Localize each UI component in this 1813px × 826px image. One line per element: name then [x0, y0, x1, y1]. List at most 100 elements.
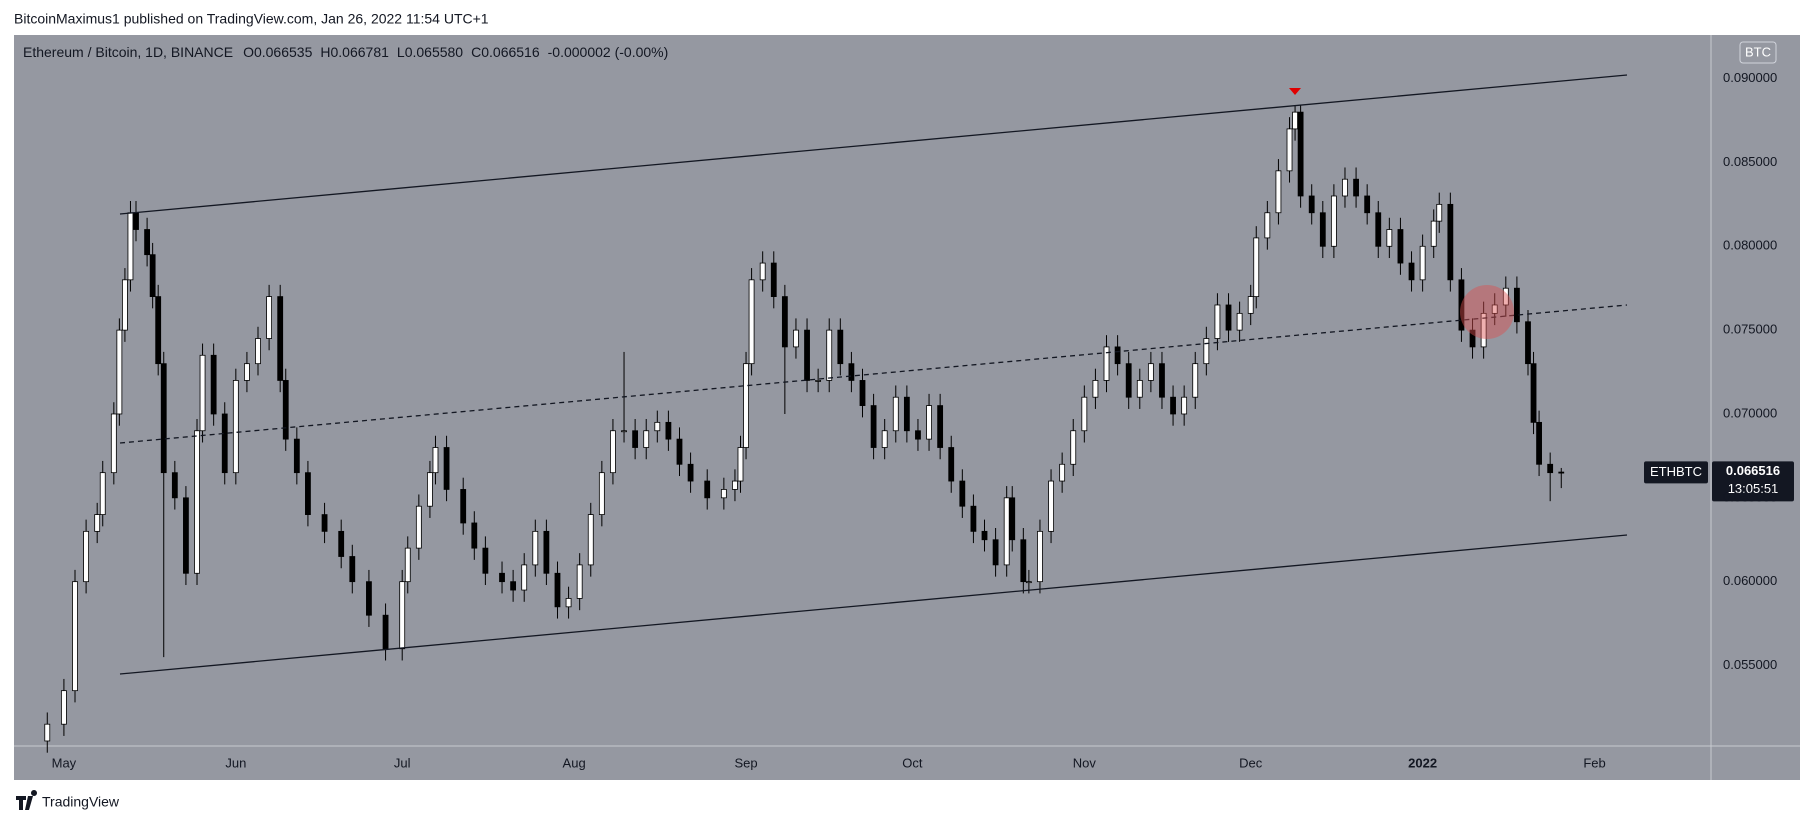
price-tag: ETHBTC 0.066516 13:05:51: [1644, 461, 1794, 502]
candle-body: [210, 354, 217, 415]
currency-button[interactable]: [1739, 41, 1777, 64]
candle-body: [232, 380, 239, 474]
brand: TradingView: [42, 794, 120, 810]
candle-body: [1419, 245, 1426, 281]
candle-body: [881, 430, 888, 448]
candle-body: [565, 598, 572, 608]
candle-body: [1408, 262, 1415, 281]
candle-body: [1264, 212, 1271, 239]
candle-body: [992, 539, 999, 566]
y-tick-label: 0.085000: [1723, 154, 1777, 169]
candle-body: [959, 480, 966, 507]
candle-body: [282, 380, 289, 440]
candle-body: [970, 505, 977, 532]
tag-symbol-box: [1644, 461, 1708, 484]
candle-body: [521, 564, 528, 591]
y-tick-label: 0.055000: [1723, 657, 1777, 672]
top-marker: [1289, 88, 1301, 95]
candle-body: [632, 430, 639, 448]
candle-body: [687, 463, 694, 482]
candle-body: [804, 329, 810, 381]
candle-body: [554, 572, 561, 608]
candle-body: [1192, 363, 1199, 398]
candle-body: [587, 514, 594, 566]
candle-body: [1092, 380, 1099, 398]
legend-key: L: [397, 44, 405, 60]
legend-key: C: [471, 44, 481, 60]
candle-body: [1375, 212, 1382, 247]
candle-body: [720, 489, 727, 499]
channel-mid: [119, 304, 1628, 444]
candle-body: [94, 514, 101, 532]
candle-body: [244, 363, 250, 381]
candle-body: [1397, 229, 1404, 264]
candle-body: [83, 530, 89, 583]
candle-body: [432, 447, 439, 474]
candle-body: [848, 363, 855, 381]
candle-body: [654, 421, 661, 432]
currency: BTC: [1745, 44, 1771, 59]
marks: [44, 105, 1565, 753]
candle-body: [837, 329, 844, 365]
brand-logo: [16, 790, 38, 810]
legend-value: 0.066535: [254, 44, 313, 60]
candle-body: [903, 396, 910, 432]
candle-body: [1236, 312, 1243, 331]
x-tick-label: 2022: [1408, 755, 1437, 770]
candle-body: [1558, 471, 1565, 474]
candle-body: [404, 547, 411, 583]
candle-body: [144, 229, 150, 256]
y-tick-label: 0.060000: [1723, 573, 1777, 588]
x-tick-label: Feb: [1583, 755, 1605, 770]
tag-symbol: ETHBTC: [1650, 464, 1702, 479]
candle-body: [1070, 430, 1077, 465]
candle-body: [610, 430, 616, 474]
candle-body: [1536, 421, 1542, 465]
candle-body: [1181, 396, 1188, 415]
candle-body: [482, 547, 489, 574]
candle-body: [1081, 396, 1088, 432]
candle-body: [194, 430, 200, 574]
candle-body: [382, 614, 389, 650]
candle-body: [1330, 195, 1337, 247]
candle-body: [676, 438, 683, 465]
candle-body: [1386, 229, 1393, 247]
candle-body: [1170, 396, 1176, 415]
candle-body: [1447, 203, 1454, 281]
candle-body: [737, 447, 744, 482]
candle-body: [149, 254, 156, 297]
candle-body: [1530, 363, 1537, 423]
candle-body: [1436, 203, 1443, 222]
candle-body: [1025, 581, 1032, 584]
candle-body: [1513, 287, 1520, 323]
candle-body: [1020, 539, 1027, 583]
candle-body: [255, 338, 261, 365]
candle-body: [443, 447, 450, 490]
candle-body: [1136, 380, 1143, 398]
x-tick-label: Nov: [1073, 755, 1097, 770]
candle-body: [981, 530, 988, 541]
tag-price: 0.066516: [1726, 463, 1780, 478]
candle-body: [1319, 212, 1326, 247]
tag-countdown: 13:05:51: [1728, 481, 1779, 496]
candle-body: [277, 296, 284, 381]
candle-body: [643, 430, 650, 448]
candle-body: [1059, 463, 1066, 482]
candle-body: [171, 472, 178, 499]
candle-body: [1147, 363, 1154, 381]
candle-body: [743, 363, 749, 448]
x-tick-label: Dec: [1239, 755, 1263, 770]
candle-body: [1114, 346, 1121, 365]
highlight-circle: [1460, 285, 1514, 339]
candle-body: [160, 363, 167, 474]
legend-change: -0.000002 (-0.00%): [548, 44, 669, 60]
y-tick-label: 0.090000: [1723, 70, 1777, 85]
candle-body: [116, 329, 123, 415]
legend-value: 0.066516: [481, 44, 540, 60]
candle-body: [427, 472, 433, 507]
candle-body: [781, 296, 788, 348]
candle-body: [532, 530, 539, 566]
candle-body: [510, 581, 517, 591]
candle-body: [1048, 480, 1054, 532]
candle-body: [221, 413, 228, 474]
